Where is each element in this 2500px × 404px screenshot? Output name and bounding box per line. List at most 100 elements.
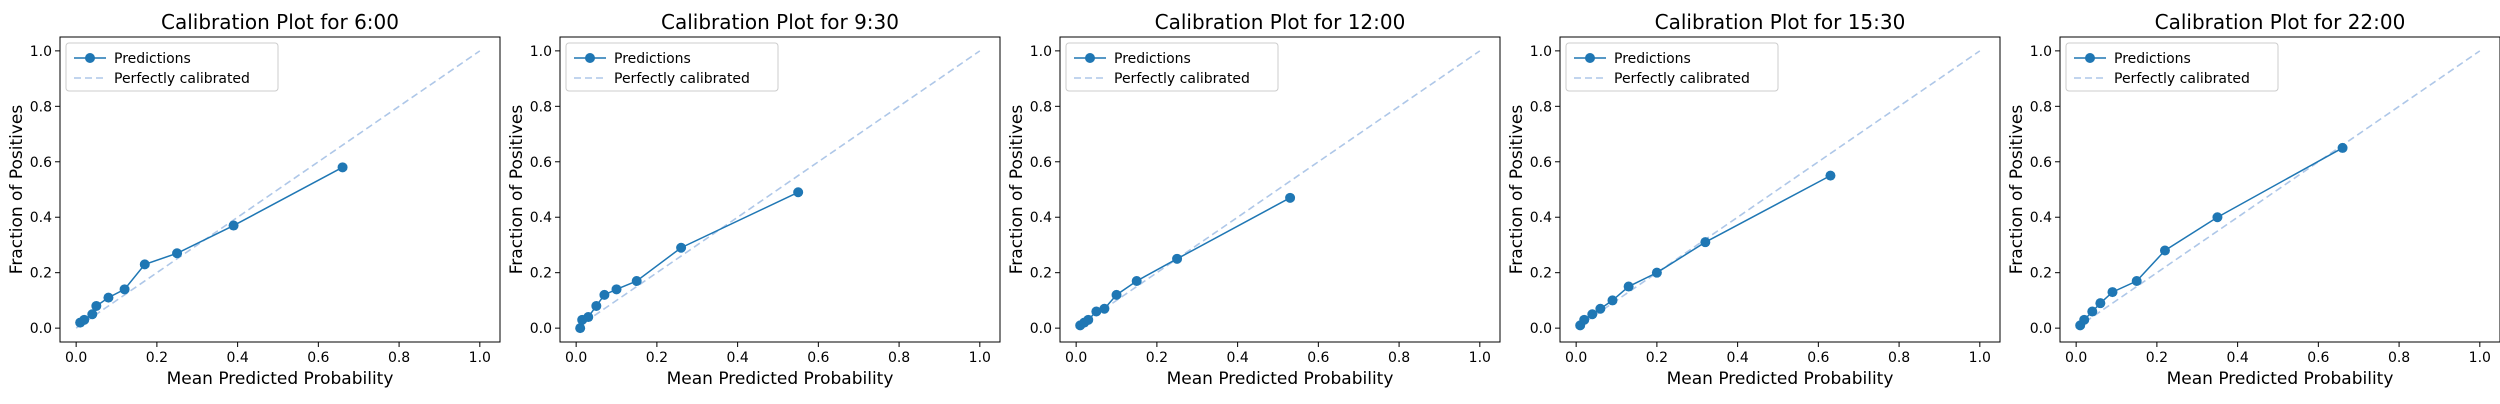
x-tick-label: 0.6	[807, 350, 829, 366]
prediction-point	[1083, 314, 1094, 325]
x-axis-label: Mean Predicted Probability	[2167, 369, 2394, 389]
legend-predictions-label: Predictions	[614, 51, 691, 67]
x-tick-label: 0.0	[65, 350, 87, 366]
y-tick-label: 0.0	[30, 321, 52, 337]
y-tick-label: 0.0	[1030, 321, 1052, 337]
y-tick-label: 1.0	[530, 44, 552, 60]
legend-predictions-marker	[1585, 53, 1595, 63]
chart-title: Calibration Plot for 15:30	[1655, 10, 1906, 34]
prediction-point	[2079, 314, 2090, 325]
legend-perfect-label: Perfectly calibrated	[1614, 71, 1750, 87]
y-tick-label: 0.0	[2030, 321, 2052, 337]
y-tick-label: 1.0	[1530, 44, 1552, 60]
legend-predictions-label: Predictions	[1614, 51, 1691, 67]
predictions-line	[579, 191, 799, 329]
x-axis-label: Mean Predicted Probability	[1667, 369, 1894, 389]
x-tick-label: 0.2	[1146, 350, 1168, 366]
prediction-point	[631, 276, 642, 286]
x-tick-label: 0.2	[2146, 350, 2168, 366]
x-tick-label: 0.0	[1065, 350, 1087, 366]
legend-box	[2065, 42, 2279, 92]
x-tick-label: 0.0	[565, 350, 587, 366]
plot-area-frame	[559, 36, 1001, 343]
x-tick-label: 1.0	[469, 350, 491, 366]
x-tick-label: 0.8	[1888, 350, 1910, 366]
legend-perfect-label: Perfectly calibrated	[1114, 71, 1250, 87]
x-tick-label: 0.6	[1807, 350, 1829, 366]
x-tick-label: 0.4	[726, 350, 748, 366]
x-tick-label: 1.0	[969, 350, 991, 366]
x-tick-label: 0.4	[2226, 350, 2248, 366]
prediction-point	[1099, 303, 1110, 314]
x-tick-label: 1.0	[1969, 350, 1991, 366]
plot-area-frame	[59, 36, 501, 343]
prediction-point	[2337, 142, 2348, 153]
x-axis-label: Mean Predicted Probability	[167, 369, 394, 389]
prediction-point	[1595, 303, 1606, 314]
prediction-point	[1285, 192, 1296, 203]
x-tick-label: 0.6	[2307, 350, 2329, 366]
y-tick-label: 0.4	[30, 210, 52, 226]
x-tick-label: 0.4	[1726, 350, 1748, 366]
y-tick-label: 0.8	[2030, 99, 2052, 115]
prediction-point	[1623, 281, 1634, 292]
y-tick-label: 0.2	[1530, 266, 1552, 282]
prediction-point	[599, 289, 610, 300]
x-tick-label: 1.0	[1469, 350, 1491, 366]
prediction-point	[1607, 295, 1618, 306]
y-tick-label: 0.4	[530, 210, 552, 226]
y-tick-label: 0.2	[30, 266, 52, 282]
legend-predictions-label: Predictions	[1114, 51, 1191, 67]
y-tick-label: 0.6	[1530, 155, 1552, 171]
calibration-panel-0: Calibration Plot for 6:00 0.0 0.2 0.4 0.6 0.8…	[7, 10, 501, 389]
y-tick-label: 0.4	[1030, 210, 1052, 226]
y-tick-label: 0.6	[530, 155, 552, 171]
y-tick-label: 0.6	[1030, 155, 1052, 171]
perfectly-calibrated-line	[1575, 50, 1981, 329]
prediction-point	[2087, 306, 2098, 317]
x-tick-label: 0.6	[1307, 350, 1329, 366]
prediction-point	[119, 284, 130, 295]
y-axis-label: Fraction of Positives	[1007, 105, 1027, 275]
x-tick-label: 0.4	[226, 350, 248, 366]
y-tick-label: 0.2	[2030, 266, 2052, 282]
prediction-point	[1825, 170, 1836, 181]
y-tick-label: 0.0	[1530, 321, 1552, 337]
legend: Predictions Perfectly calibrated	[1065, 42, 1279, 92]
y-tick-label: 0.6	[30, 155, 52, 171]
y-axis-label: Fraction of Positives	[2007, 105, 2027, 275]
plot-area-frame	[1559, 36, 2001, 343]
x-tick-label: 0.2	[146, 350, 168, 366]
legend-box	[565, 42, 779, 92]
predictions-line	[1079, 197, 1291, 326]
prediction-point	[575, 323, 586, 334]
prediction-point	[2095, 298, 2106, 309]
prediction-point	[2212, 212, 2223, 223]
prediction-point	[2131, 276, 2142, 286]
prediction-point	[2107, 287, 2118, 298]
perfectly-calibrated-line	[1075, 50, 1481, 329]
calibration-panel-2: Calibration Plot for 12:00 0.0 0.2 0.4 0.6 0.…	[1007, 10, 1501, 389]
legend-predictions-marker	[1085, 53, 1095, 63]
legend-predictions-marker	[85, 53, 95, 63]
prediction-point	[1587, 309, 1598, 320]
calibration-panel-1: Calibration Plot for 9:30 0.0 0.2 0.4 0.6 0.8…	[507, 10, 1001, 389]
y-tick-label: 0.6	[2030, 155, 2052, 171]
legend: Predictions Perfectly calibrated	[65, 42, 279, 92]
y-tick-label: 0.8	[1030, 99, 1052, 115]
legend-perfect-label: Perfectly calibrated	[614, 71, 750, 87]
y-tick-label: 0.8	[30, 99, 52, 115]
y-tick-label: 0.2	[530, 266, 552, 282]
prediction-point	[103, 292, 114, 303]
legend: Predictions Perfectly calibrated	[2065, 42, 2279, 92]
predictions-line	[2079, 147, 2343, 326]
legend-predictions-label: Predictions	[114, 51, 191, 67]
x-axis-label: Mean Predicted Probability	[1167, 369, 1394, 389]
y-tick-label: 0.8	[1530, 99, 1552, 115]
x-tick-label: 0.0	[2065, 350, 2087, 366]
prediction-point	[591, 300, 602, 311]
prediction-point	[1651, 267, 1662, 278]
prediction-point	[1091, 306, 1102, 317]
y-tick-label: 1.0	[1030, 44, 1052, 60]
